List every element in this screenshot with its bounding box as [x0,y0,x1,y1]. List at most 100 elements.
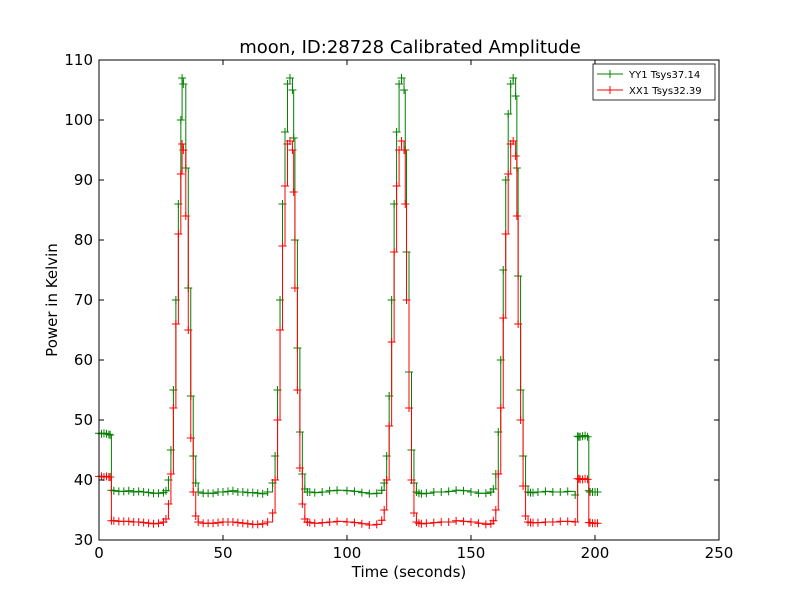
data-point-marker [144,488,153,497]
data-point-marker [258,489,267,498]
data-point-marker [380,506,389,514]
data-point-marker [529,488,537,497]
data-point-marker [444,487,453,496]
data-point-marker [149,519,158,528]
data-point-marker [238,519,247,528]
data-point-marker [499,314,508,322]
data-point-marker [283,80,292,88]
data-point-marker [106,473,115,481]
x-axis-label: Time (seconds) [351,563,467,581]
data-point-marker [357,488,366,497]
data-point-marker [176,170,185,178]
data-point-marker [166,470,175,478]
data-point-marker [104,430,113,439]
data-point-marker [372,489,381,498]
legend: YY1 Tsys37.14 XX1 Tsys32.39 [592,63,716,101]
data-point-marker [400,86,409,94]
data-point-marker [293,386,302,394]
data-point-marker [109,516,118,525]
data-point-marker [583,475,592,484]
data-point-marker [496,404,505,412]
x-tick-label: 50 [213,544,232,562]
data-point-marker [281,182,289,190]
y-tick-label: 100 [64,111,93,129]
data-point-marker [548,518,557,526]
data-point-marker [571,518,580,526]
data-point-marker [548,488,557,496]
data-point-marker [563,487,572,496]
data-point-marker [593,519,602,528]
data-point-marker [397,137,406,145]
data-point-marker [563,517,572,526]
data-point-marker [556,517,565,526]
data-point-marker [429,518,438,527]
data-point-marker [372,520,381,529]
data-point-marker [189,488,198,496]
data-point-marker [397,74,406,82]
data-point-marker [494,470,503,478]
data-point-marker [512,212,521,220]
data-point-marker [504,110,513,118]
data-point-marker [181,212,190,220]
y-tick-label: 110 [64,51,93,69]
y-tick-label: 70 [74,291,93,309]
data-point-marker [509,74,518,82]
data-point-marker [402,296,411,304]
data-point-marker [452,486,461,495]
data-point-marker [298,500,307,508]
data-point-marker [541,487,550,496]
data-point-marker [248,488,257,497]
legend-entry-yy1: YY1 Tsys37.14 [597,70,700,81]
data-point-marker [467,518,475,526]
data-point-marker [377,516,386,525]
data-point-marker [171,320,180,328]
data-point-marker [310,519,319,528]
data-point-marker [243,519,252,528]
data-point-marker [209,489,218,498]
data-point-marker [238,488,247,496]
data-point-marker [271,476,280,484]
data-point-marker [583,432,592,441]
data-point-marker [184,326,193,334]
data-point-marker [318,518,327,527]
data-point-marker [474,489,483,498]
data-point-marker [228,486,237,495]
data-point-marker [154,489,163,498]
data-point-marker [124,517,133,526]
data-point-marker [253,489,262,498]
chart-title: moon, ID:28728 Calibrated Amplitude [239,37,581,58]
series-layer [95,74,602,529]
data-point-marker [350,487,359,496]
data-point-marker [191,512,200,520]
data-point-marker [382,476,391,484]
data-point-marker [409,509,418,517]
data-point-marker [405,404,413,412]
data-point-marker [377,486,386,495]
data-point-marker [501,230,510,238]
data-point-marker [253,520,262,529]
data-point-marker [263,518,272,526]
data-point-marker [285,74,294,82]
data-point-marker [178,140,187,148]
data-point-marker [179,80,188,88]
data-point-marker [124,486,133,495]
data-point-marker [385,422,394,430]
data-point-marker [593,488,602,496]
data-point-marker [556,488,565,496]
data-point-marker [290,284,299,292]
data-point-marker [533,488,542,496]
data-point-marker [134,487,143,496]
x-tick-label: 0 [94,544,104,562]
data-point-marker [357,519,366,528]
y-axis-label: Power in Kelvin [43,243,61,357]
data-point-marker [219,488,227,496]
data-point-marker [474,519,483,528]
legend-marker-xx1 [606,86,614,94]
data-point-marker [387,338,396,346]
ticks-layer: 0 50 100 150 200 250 30 40 50 60 70 80 90 100 110 [64,51,733,562]
data-point-marker [429,488,438,496]
x-tick-label: 250 [705,544,734,562]
data-point-marker [437,488,446,496]
data-point-marker [407,476,416,484]
